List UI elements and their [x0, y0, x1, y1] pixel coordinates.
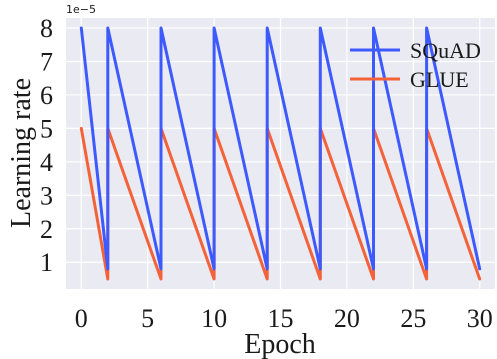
legend-label-glue: GLUE [410, 67, 469, 92]
legend: SQuAD GLUE [350, 38, 481, 92]
y-tick-label: 7 [40, 47, 53, 76]
x-tick-label: 15 [268, 304, 294, 333]
legend-label-squad: SQuAD [410, 38, 481, 63]
x-axis-title: Epoch [244, 329, 316, 359]
y-tick-label: 1 [40, 248, 53, 277]
x-tick-label: 0 [75, 304, 88, 333]
y-tick-label: 8 [40, 14, 53, 43]
y-tick-label: 2 [40, 215, 53, 244]
y-axis-title: Learning rate [6, 78, 37, 228]
y-tick-label: 4 [40, 148, 53, 177]
x-tick-label: 10 [201, 304, 227, 333]
y-tick-labels: 1 2 3 4 5 6 7 8 [40, 14, 53, 277]
y-multiplier-label: 1e−5 [66, 3, 96, 16]
y-tick-label: 6 [40, 81, 53, 110]
series-layer [79, 26, 482, 281]
x-tick-label: 30 [467, 304, 493, 333]
x-tick-label: 25 [400, 304, 426, 333]
x-tick-labels: 0 5 10 15 20 25 30 [75, 304, 493, 333]
y-tick-label: 3 [40, 181, 53, 210]
x-tick-label: 20 [334, 304, 360, 333]
y-tick-label: 5 [40, 114, 53, 143]
series-line-squad [79, 26, 482, 271]
x-tick-label: 5 [141, 304, 154, 333]
